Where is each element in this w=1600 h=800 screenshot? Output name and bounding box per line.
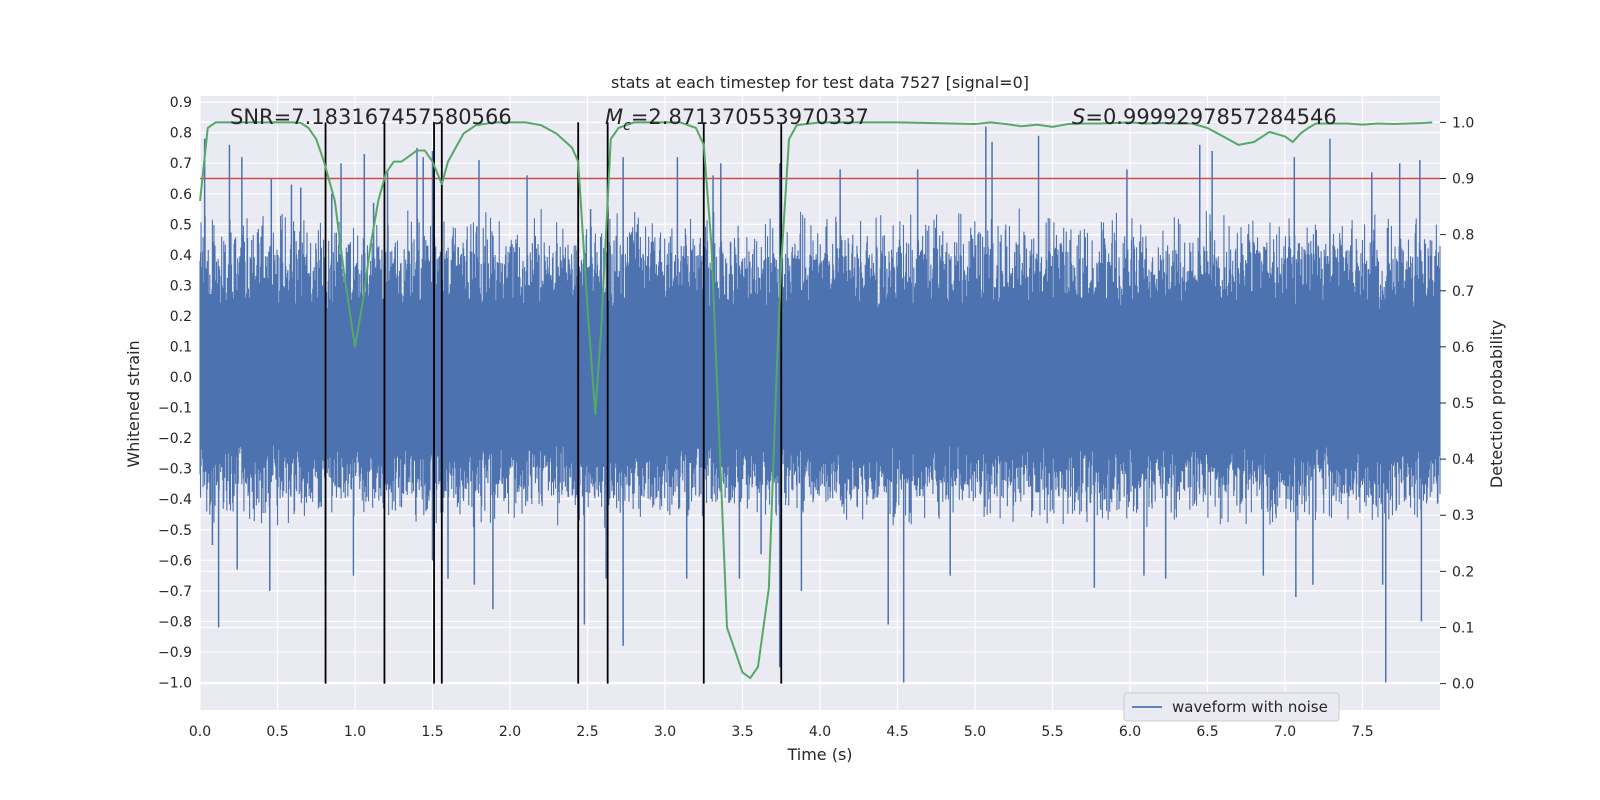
y2-tick-label: 0.5: [1452, 396, 1474, 412]
detection-probability-line: [199, 121, 1433, 680]
score-value: =0.9999297857284546: [1085, 105, 1336, 129]
y2-tick-label: 0.1: [1452, 620, 1474, 636]
x-tick-label: 5.0: [964, 724, 986, 740]
y-tick-label: −0.2: [158, 431, 192, 447]
y-tick-label: 0.3: [170, 278, 192, 294]
y-tick-label: −0.8: [158, 614, 192, 630]
axis-ticks: 0.0 0.5 1.0 1.5 2.0 2.5 3.0 3.5 4.0 4.5 5.0 5.5 6.0 6…: [158, 95, 1474, 740]
x-tick-label: 2.5: [576, 724, 598, 740]
x-tick-label: 4.5: [886, 724, 908, 740]
y-tick-label: 0.7: [170, 156, 192, 172]
x-tick-label: 6.0: [1119, 724, 1141, 740]
x-axis-label: Time (s): [786, 745, 852, 764]
chirp-mass-symbol: M: [605, 105, 623, 129]
x-tick-label: 6.5: [1196, 724, 1218, 740]
y2-tick-label: 0.4: [1452, 452, 1474, 468]
y-tick-label: 0.5: [170, 217, 192, 233]
x-tick-label: 1.5: [421, 724, 443, 740]
chirp-mass-subscript: c: [623, 118, 631, 134]
snr-annotation: SNR=7.183167457580566: [230, 105, 512, 129]
y-tick-label: −0.4: [158, 492, 192, 508]
chirp-mass-value: =2.871370553970337: [631, 105, 869, 129]
y2-tick-label: 0.8: [1452, 228, 1474, 244]
waveform-noise-band: [199, 208, 1441, 528]
y2-tick-label: 0.0: [1452, 677, 1474, 693]
y-tick-label: −0.6: [158, 553, 192, 569]
y2-tick-label: 1.0: [1452, 115, 1474, 131]
y2-axis-label: Detection probability: [1487, 320, 1506, 488]
y2-tick-label: 0.2: [1452, 564, 1474, 580]
y-tick-label: −1.0: [158, 676, 192, 692]
x-tick-label: 7.5: [1351, 724, 1373, 740]
y-tick-label: 0.0: [170, 370, 192, 386]
x-tick-label: 2.0: [499, 724, 521, 740]
score-symbol: S: [1072, 105, 1085, 129]
y-tick-label: 0.1: [170, 339, 192, 355]
legend-entry-waveform: waveform with noise: [1172, 698, 1328, 716]
y-tick-label: −0.1: [158, 401, 192, 417]
y2-tick-label: 0.7: [1452, 284, 1474, 300]
legend-box: [1123, 692, 1340, 722]
detection-probability-series: [199, 121, 1433, 680]
y-tick-label: 0.2: [170, 309, 192, 325]
y2-tick-label: 0.9: [1452, 172, 1474, 188]
y2-tick-label: 0.6: [1452, 340, 1474, 356]
x-tick-label: 0.0: [189, 724, 211, 740]
chart-title: stats at each timestep for test data 752…: [611, 73, 1029, 92]
y-tick-label: −0.3: [158, 462, 192, 478]
y-tick-label: 0.6: [170, 187, 192, 203]
x-tick-label: 3.5: [731, 724, 753, 740]
y-axis-label: Whitened strain: [124, 340, 143, 467]
chirp-mass-annotation: Mc=2.871370553970337: [605, 105, 869, 134]
y2-tick-label: 0.3: [1452, 508, 1474, 524]
x-tick-label: 5.5: [1041, 724, 1063, 740]
y-tick-label: −0.9: [158, 645, 192, 661]
x-tick-label: 0.5: [266, 724, 288, 740]
x-tick-label: 7.0: [1274, 724, 1296, 740]
score-annotation: S=0.9999297857284546: [1072, 105, 1337, 129]
legend: waveform with noise: [1123, 692, 1340, 722]
y-tick-label: 0.8: [170, 126, 192, 142]
x-tick-label: 3.0: [654, 724, 676, 740]
y-tick-label: −0.5: [158, 523, 192, 539]
x-tick-label: 4.0: [809, 724, 831, 740]
waveform-with-noise-series: [199, 126, 1441, 683]
y-tick-label: 0.9: [170, 95, 192, 111]
event-markers: [324, 122, 783, 684]
y-tick-label: −0.7: [158, 584, 192, 600]
y-tick-label: 0.4: [170, 248, 192, 264]
x-tick-label: 1.0: [344, 724, 366, 740]
